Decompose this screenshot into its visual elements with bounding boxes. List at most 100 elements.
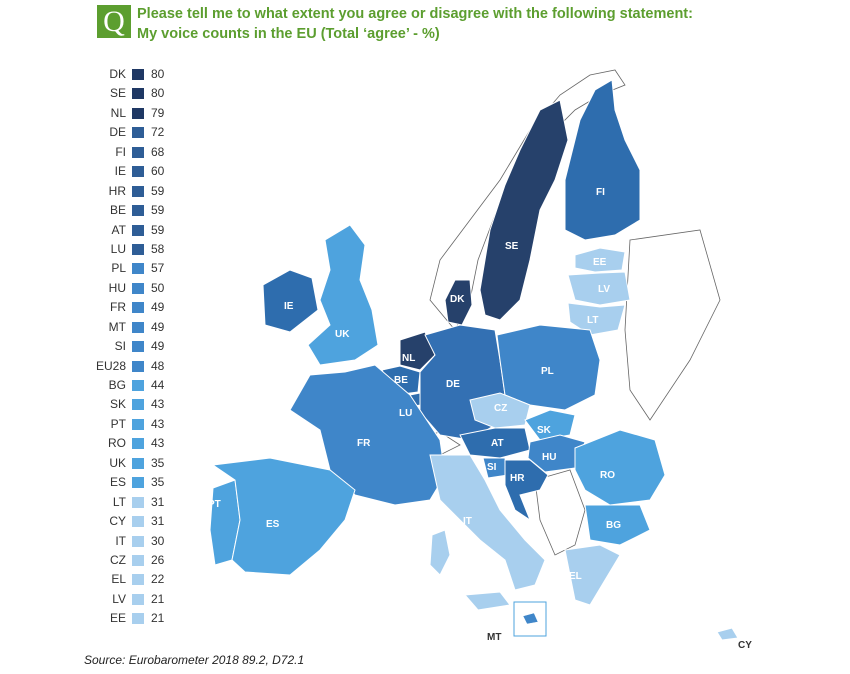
legend-row: SE 80 (94, 84, 174, 103)
legend-row: SK 43 (94, 395, 174, 414)
label-pt: PT (208, 499, 221, 510)
legend-swatch (132, 243, 144, 255)
country-es (211, 457, 356, 576)
label-si: SI (487, 462, 497, 473)
legend-row: CZ 26 (94, 551, 174, 570)
legend-row: LV 21 (94, 590, 174, 609)
legend-row: ES 35 (94, 473, 174, 492)
legend-swatch (132, 205, 144, 217)
country-nl (399, 331, 436, 371)
legend: DK 80 SE 80 NL 79 DE 72 FI 68 IE 60 HR 59 BE 59 AT 59 LU 58… (94, 65, 174, 629)
label-lv: LV (598, 284, 610, 295)
label-nl: NL (402, 353, 415, 364)
country-lv (567, 271, 631, 306)
legend-swatch (132, 418, 144, 430)
label-bg: BG (606, 520, 621, 531)
legend-row: LT 31 (94, 493, 174, 512)
country-fr (289, 364, 446, 506)
legend-swatch (132, 88, 144, 100)
legend-swatch (132, 107, 144, 119)
label-ie: IE (284, 301, 294, 312)
legend-country-code: HU (108, 280, 126, 295)
legend-value: 60 (151, 164, 165, 179)
eastern-europe-outline (624, 229, 721, 421)
country-hr (504, 459, 549, 522)
legend-row: EU28 48 (94, 357, 174, 376)
label-it: IT (463, 516, 472, 527)
country-it-sardinia (429, 529, 451, 576)
legend-country-code: SI (114, 339, 126, 354)
legend-row: NL 79 (94, 104, 174, 123)
source-note: Source: Eurobarometer 2018 89.2, D72.1 (84, 653, 305, 667)
country-pl (496, 324, 601, 411)
legend-row: BE 59 (94, 201, 174, 220)
legend-value: 35 (151, 455, 165, 470)
legend-row: PL 57 (94, 259, 174, 278)
country-el (564, 544, 621, 606)
legend-row: IT 30 (94, 532, 174, 551)
legend-country-code: DE (109, 125, 126, 140)
country-cz (469, 392, 531, 429)
legend-swatch (132, 438, 144, 450)
legend-country-code: LT (112, 494, 126, 509)
label-el: EL (569, 571, 582, 582)
legend-swatch (132, 146, 144, 158)
label-uk: UK (335, 329, 350, 340)
country-se (479, 99, 569, 321)
country-uk (307, 224, 379, 366)
legend-value: 35 (151, 475, 165, 490)
legend-row: CY 31 (94, 512, 174, 531)
legend-swatch (132, 399, 144, 411)
legend-swatch (132, 282, 144, 294)
title-line-1: Please tell me to what extent you agree … (137, 6, 693, 22)
country-mt (522, 612, 539, 625)
legend-country-code: CZ (110, 552, 126, 567)
country-it-sicily (463, 591, 511, 611)
legend-row: DK 80 (94, 65, 174, 84)
legend-country-code: IE (114, 164, 126, 179)
label-se: SE (505, 241, 519, 252)
legend-value: 43 (151, 416, 165, 431)
country-fi (564, 79, 641, 241)
legend-row: DE 72 (94, 123, 174, 142)
legend-country-code: SK (109, 397, 126, 412)
label-be: BE (394, 375, 408, 386)
country-cy (716, 627, 739, 641)
legend-country-code: LU (110, 241, 126, 256)
label-dk: DK (450, 294, 465, 305)
legend-row: UK 35 (94, 454, 174, 473)
legend-row: SI 49 (94, 337, 174, 356)
legend-swatch (132, 457, 144, 469)
legend-swatch (132, 341, 144, 353)
legend-value: 44 (151, 378, 165, 392)
legend-value: 21 (151, 591, 165, 606)
label-hu: HU (542, 452, 556, 463)
legend-value: 43 (151, 436, 165, 451)
legend-country-code: AT (111, 222, 126, 237)
legend-value: 48 (151, 358, 165, 373)
label-lt: LT (587, 315, 598, 326)
legend-country-code: LV (112, 591, 126, 606)
legend-value: 49 (151, 319, 165, 334)
country-sk (524, 409, 576, 441)
legend-row: AT 59 (94, 221, 174, 240)
legend-value: 57 (151, 261, 165, 276)
balkans-outline (534, 469, 586, 556)
legend-row: HR 59 (94, 182, 174, 201)
legend-country-code: BG (108, 378, 126, 392)
legend-country-code: NL (110, 105, 126, 120)
legend-value: 49 (151, 339, 165, 354)
legend-swatch (132, 554, 144, 566)
question-icon: Q (97, 5, 131, 38)
country-dk (444, 279, 473, 326)
legend-swatch (132, 302, 144, 314)
legend-country-code: PL (111, 261, 126, 276)
label-sk: SK (537, 425, 552, 436)
legend-value: 22 (151, 572, 165, 587)
legend-value: 58 (151, 241, 165, 256)
label-ro: RO (600, 470, 615, 481)
chart-title: Please tell me to what extent you agree … (137, 4, 693, 44)
legend-country-code: RO (108, 436, 126, 451)
legend-country-code: ES (109, 475, 126, 490)
